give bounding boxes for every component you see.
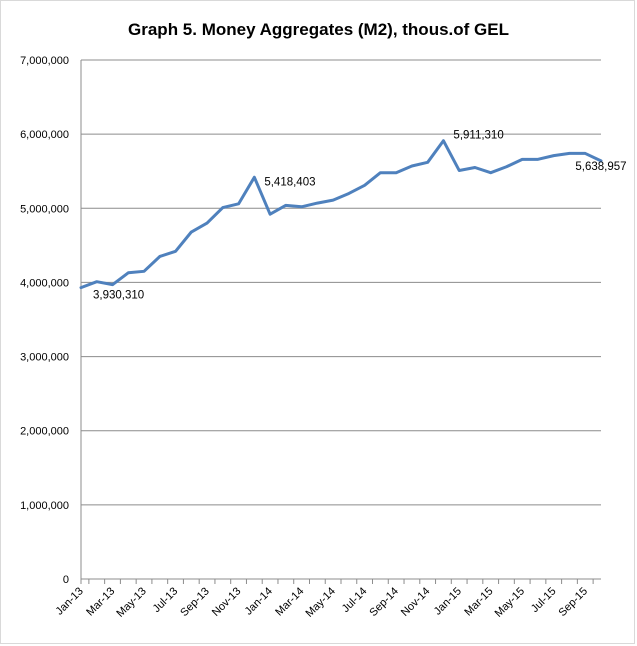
chart-title: Graph 5. Money Aggregates (M2), thous.of… bbox=[128, 20, 509, 39]
data-point bbox=[489, 171, 492, 174]
data-point bbox=[205, 221, 209, 225]
data-point bbox=[379, 171, 382, 174]
data-point bbox=[599, 159, 603, 163]
data-label: 5,638,957 bbox=[575, 161, 626, 173]
data-point bbox=[505, 165, 508, 168]
data-point bbox=[142, 270, 146, 273]
y-tick-label: 6,000,000 bbox=[20, 129, 69, 141]
series-line bbox=[79, 139, 603, 290]
x-tick-label: May-13 bbox=[114, 585, 148, 619]
data-point bbox=[237, 202, 240, 206]
data-point bbox=[221, 206, 225, 209]
data-point bbox=[521, 158, 524, 161]
x-tick-label: Jul-13 bbox=[151, 585, 181, 615]
x-tick-label: Jan-15 bbox=[432, 585, 464, 617]
data-point bbox=[158, 255, 161, 258]
data-point bbox=[457, 169, 461, 172]
y-tick-label: 5,000,000 bbox=[20, 203, 69, 215]
x-tick-label: Jul-15 bbox=[529, 585, 559, 615]
data-label: 3,930,310 bbox=[93, 290, 144, 302]
data-point bbox=[568, 152, 571, 155]
data-point bbox=[284, 204, 288, 207]
data-point bbox=[584, 152, 587, 155]
x-tick-label: Jan-13 bbox=[54, 585, 86, 617]
x-tick-label: Sep-13 bbox=[178, 585, 212, 619]
data-point bbox=[426, 161, 429, 164]
y-tick-label: 1,000,000 bbox=[20, 500, 69, 512]
data-label: 5,911,310 bbox=[453, 130, 503, 142]
data-point bbox=[190, 230, 193, 234]
data-point bbox=[442, 139, 445, 142]
y-tick-label: 7,000,000 bbox=[20, 55, 69, 67]
x-tick-label: Jan-14 bbox=[243, 585, 275, 617]
data-point bbox=[363, 184, 366, 187]
x-tick-label: Nov-13 bbox=[210, 585, 244, 619]
y-tick-label: 0 bbox=[63, 574, 69, 586]
x-tick-label: Jul-14 bbox=[340, 585, 370, 615]
data-point bbox=[111, 283, 114, 286]
x-tick-label: Mar-14 bbox=[273, 585, 306, 618]
x-tick-label: Nov-14 bbox=[399, 585, 433, 619]
y-tick-label: 3,000,000 bbox=[20, 352, 69, 364]
data-point bbox=[536, 158, 540, 161]
x-tick-label: Mar-15 bbox=[462, 585, 495, 618]
x-tick-label: Sep-15 bbox=[557, 585, 591, 619]
data-point bbox=[268, 213, 272, 216]
data-label: 5,418,403 bbox=[264, 176, 315, 188]
data-point bbox=[347, 192, 351, 195]
data-point bbox=[473, 166, 477, 169]
x-tick-label: Mar-13 bbox=[84, 585, 117, 618]
x-tick-label: May-15 bbox=[493, 585, 527, 619]
data-point bbox=[410, 164, 414, 168]
data-point bbox=[79, 286, 83, 289]
y-tick-label: 4,000,000 bbox=[20, 277, 69, 289]
data-point bbox=[331, 198, 335, 202]
data-point bbox=[174, 250, 177, 253]
data-point bbox=[552, 154, 555, 157]
y-tick-label: 2,000,000 bbox=[20, 426, 69, 438]
data-point bbox=[300, 205, 303, 209]
data-point bbox=[95, 280, 98, 283]
data-point bbox=[394, 171, 398, 174]
x-tick-label: Sep-14 bbox=[367, 585, 401, 619]
data-point bbox=[316, 201, 319, 205]
data-point bbox=[127, 271, 130, 274]
data-point bbox=[253, 176, 256, 179]
x-tick-label: May-14 bbox=[304, 585, 338, 619]
